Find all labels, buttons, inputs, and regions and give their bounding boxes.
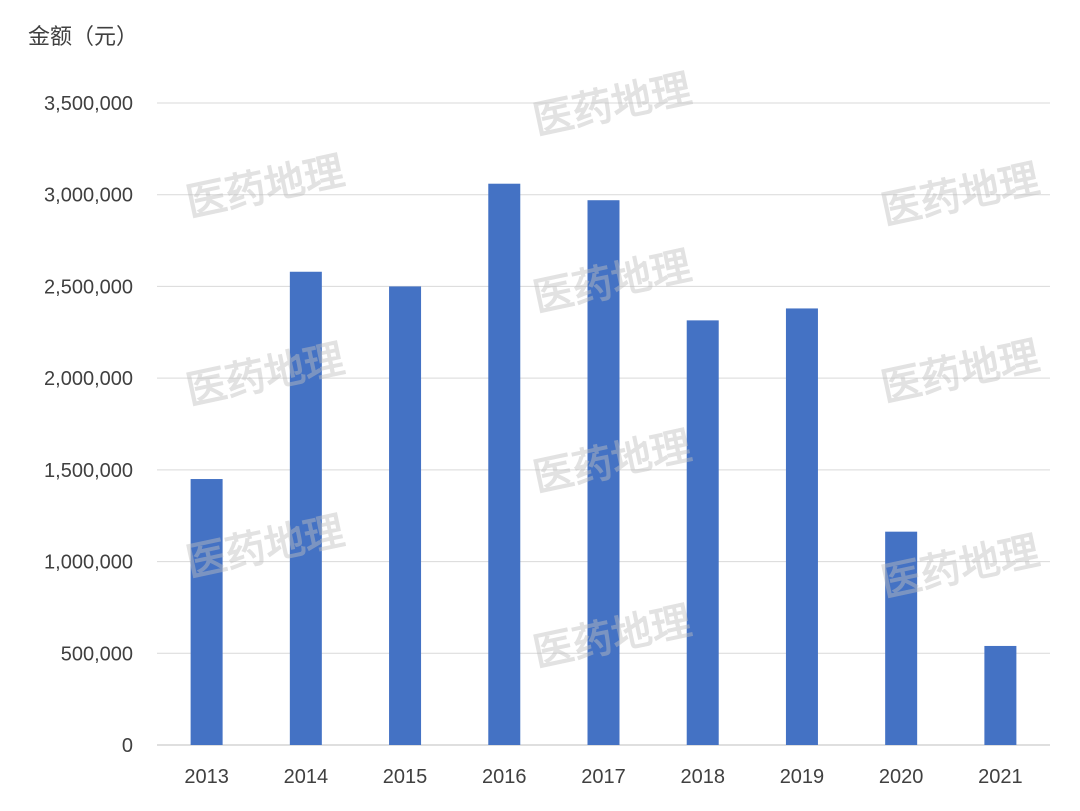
bar xyxy=(785,308,818,745)
x-tick-labels: 2013 2014 2015 2016 2017 2018 2019 2020 2021 xyxy=(184,766,1022,788)
bar xyxy=(587,200,620,745)
y-tick-label: 1,000,000 xyxy=(44,552,133,574)
bar xyxy=(389,286,422,745)
watermark: 医药地理 xyxy=(529,66,695,144)
x-tick-label: 2020 xyxy=(879,766,924,788)
y-tick-label: 0 xyxy=(122,735,133,757)
y-tick-label: 3,000,000 xyxy=(44,185,133,207)
x-tick-label: 2019 xyxy=(780,766,825,788)
x-tick-label: 2013 xyxy=(184,766,229,788)
watermark: 医药地理 xyxy=(877,333,1043,411)
watermark: 医药地理 xyxy=(182,148,348,226)
y-tick-label: 3,500,000 xyxy=(44,93,133,115)
bar xyxy=(488,183,521,746)
bar xyxy=(885,531,918,745)
x-tick-label: 2016 xyxy=(482,766,527,788)
y-tick-label: 1,500,000 xyxy=(44,460,133,482)
x-tick-label: 2021 xyxy=(978,766,1023,788)
x-tick-label: 2018 xyxy=(680,766,725,788)
y-tick-label: 500,000 xyxy=(61,643,133,665)
bar xyxy=(289,271,322,745)
y-axis-label: 金额（元） xyxy=(28,25,138,50)
watermark: 医药地理 xyxy=(877,156,1043,234)
x-tick-label: 2017 xyxy=(581,766,626,788)
bars xyxy=(190,183,1017,746)
y-tick-label: 2,500,000 xyxy=(44,276,133,298)
bar xyxy=(984,645,1017,745)
x-tick-label: 2014 xyxy=(284,766,329,788)
bar xyxy=(686,320,719,745)
x-tick-label: 2015 xyxy=(383,766,428,788)
y-tick-label: 2,000,000 xyxy=(44,368,133,390)
bar xyxy=(190,479,223,745)
watermark: 医药地理 xyxy=(182,336,348,414)
y-tick-labels: 0 500,000 1,000,000 1,500,000 2,000,000 2,500… xyxy=(44,93,133,757)
